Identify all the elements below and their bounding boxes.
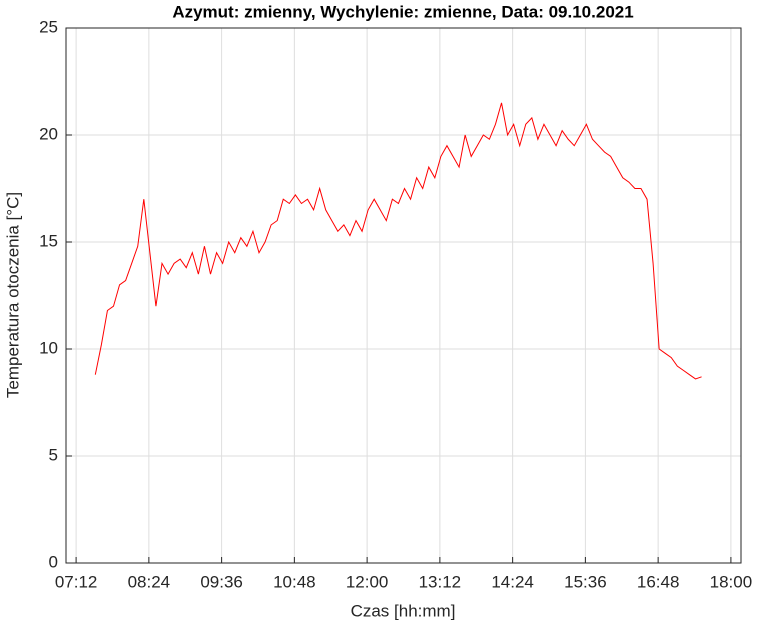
x-tick-label: 15:36 [564,572,607,591]
x-tick-label: 10:48 [273,572,316,591]
x-tick-label: 09:36 [200,572,243,591]
x-tick-label: 12:00 [346,572,389,591]
y-tick-label: 25 [39,17,58,36]
x-tick-label: 13:12 [419,572,462,591]
y-tick-label: 15 [39,231,58,250]
y-tick-label: 20 [39,124,58,143]
y-tick-label: 10 [39,338,58,357]
plot-frame [65,27,742,564]
chart-title: Azymut: zmienny, Wychylenie: zmienne, Da… [172,2,633,21]
x-tick-label: 14:24 [491,572,534,591]
x-tick-label: 07:12 [55,572,98,591]
x-axis-label: Czas [hh:mm] [351,601,456,620]
x-tick-label: 08:24 [128,572,171,591]
x-tick-label: 16:48 [637,572,680,591]
data-line [94,102,702,380]
y-axis-label: Temperatura otoczenia [°C] [3,192,22,398]
x-tick-label: 18:00 [710,572,753,591]
y-tick-label: 0 [49,552,58,571]
y-tick-label: 5 [49,445,58,464]
